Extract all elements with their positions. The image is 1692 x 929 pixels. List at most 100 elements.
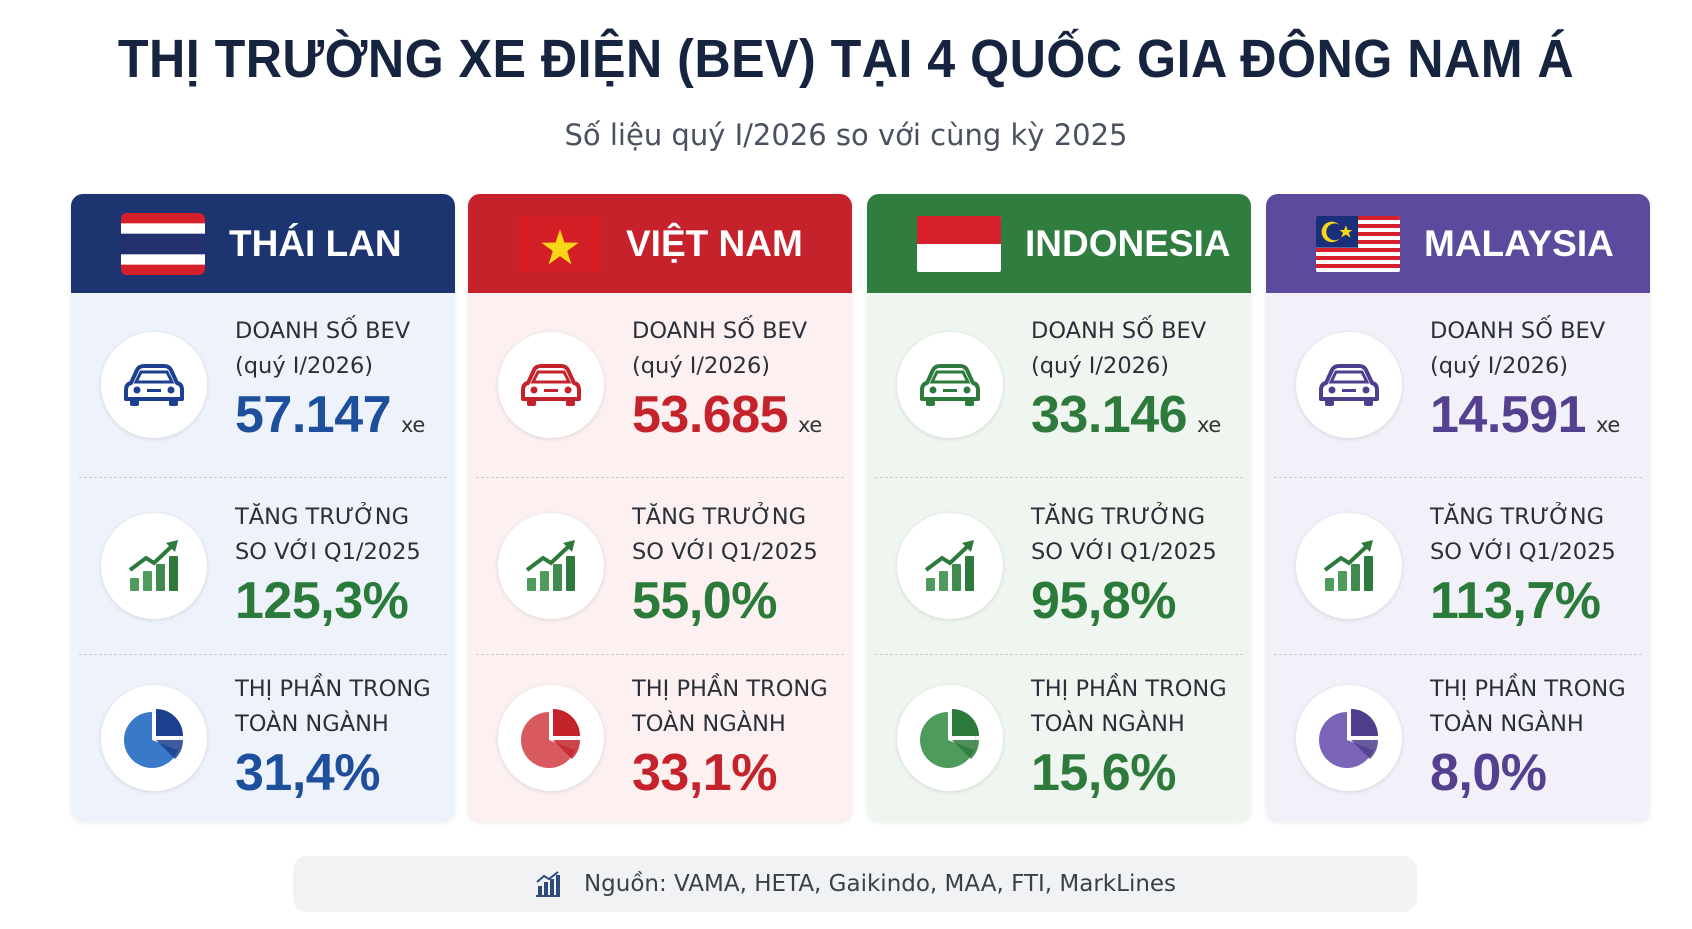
metric-label: SO VỚI Q1/2025 <box>632 539 818 565</box>
metric-icon <box>101 332 207 438</box>
country-card: INDONESIA DOANH SỐ BEV (quý I/2026) 33.146 x… <box>867 194 1251 822</box>
flag <box>917 215 1001 272</box>
metric-label: THỊ PHẦN TRONG <box>1430 676 1626 702</box>
metric-row: TĂNG TRƯỞNG SO VỚI Q1/2025 125,3% <box>79 477 447 654</box>
metric-label: DOANH SỐ BEV <box>1031 318 1207 344</box>
metric-number: 113,7% <box>1430 572 1601 630</box>
metric-row: THỊ PHẦN TRONG TOÀN NGÀNH 33,1% <box>476 654 844 821</box>
metric-label: (quý I/2026) <box>1430 353 1569 379</box>
metric-value: 14.591 xe <box>1430 384 1620 456</box>
source-bar: Nguồn: VAMA, HETA, Gaikindo, MAA, FTI, M… <box>293 856 1417 912</box>
metric-row: THỊ PHẦN TRONG TOÀN NGÀNH 15,6% <box>875 654 1243 821</box>
metric-value: 113,7% <box>1430 570 1616 632</box>
metric-icon <box>1296 685 1402 791</box>
metric-text: DOANH SỐ BEV (quý I/2026) 57.147 xe <box>235 314 425 456</box>
metric-value: 15,6% <box>1031 742 1227 804</box>
metric-value: 57.147 xe <box>235 384 425 456</box>
title: THỊ TRƯỜNG XE ĐIỆN (BEV) TẠI 4 QUỐC GIA … <box>117 29 1575 89</box>
metric-text: DOANH SỐ BEV (quý I/2026) 53.685 xe <box>632 314 822 456</box>
metric-label: SO VỚI Q1/2025 <box>1031 539 1217 565</box>
country-card: MALAYSIA DOANH SỐ BEV (quý I/2026) 14.591 xe… <box>1266 194 1650 822</box>
metric-text: THỊ PHẦN TRONG TOÀN NGÀNH 31,4% <box>235 672 431 804</box>
metric-number: 95,8% <box>1031 572 1176 630</box>
metric-number: 33,1% <box>632 744 777 802</box>
metric-unit: xe <box>1596 413 1620 437</box>
metric-number: 33.146 <box>1031 386 1188 444</box>
metric-value: 55,0% <box>632 570 818 632</box>
metric-value: 33.146 xe <box>1031 384 1221 456</box>
subtitle: Số liệu quý I/2026 so với cùng kỳ 2025 <box>564 118 1128 152</box>
flag <box>518 215 602 272</box>
metric-number: 15,6% <box>1031 744 1176 802</box>
metric-row: DOANH SỐ BEV (quý I/2026) 57.147 xe <box>79 293 447 477</box>
icon-graphic <box>1323 540 1373 591</box>
metric-label: TĂNG TRƯỞNG <box>1031 504 1206 530</box>
metric-icon <box>498 685 604 791</box>
metric-label: (quý I/2026) <box>632 353 771 379</box>
metric-unit: xe <box>798 413 822 437</box>
metric-label: TĂNG TRƯỞNG <box>1430 504 1605 530</box>
metric-icon <box>897 685 1003 791</box>
metric-row: DOANH SỐ BEV (quý I/2026) 53.685 xe <box>476 293 844 477</box>
metric-number: 57.147 <box>235 386 392 444</box>
country-name: VIỆT NAM <box>626 222 803 264</box>
metric-number: 55,0% <box>632 572 777 630</box>
metric-row: THỊ PHẦN TRONG TOÀN NGÀNH 8,0% <box>1274 654 1642 821</box>
country-card: THÁI LAN DOANH SỐ BEV (quý I/2026) 57.147 xe… <box>71 194 455 822</box>
metric-text: DOANH SỐ BEV (quý I/2026) 33.146 xe <box>1031 314 1221 456</box>
icon-graphic <box>124 709 183 768</box>
metric-text: THỊ PHẦN TRONG TOÀN NGÀNH 8,0% <box>1430 672 1626 804</box>
metric-row: TĂNG TRƯỞNG SO VỚI Q1/2025 55,0% <box>476 477 844 654</box>
metric-icon <box>101 513 207 619</box>
metric-row: THỊ PHẦN TRONG TOÀN NGÀNH 31,4% <box>79 654 447 821</box>
metric-text: DOANH SỐ BEV (quý I/2026) 14.591 xe <box>1430 314 1620 456</box>
icon-graphic <box>924 540 974 591</box>
metric-text: THỊ PHẦN TRONG TOÀN NGÀNH 33,1% <box>632 672 828 804</box>
country-name: INDONESIA <box>1025 222 1231 264</box>
country-name: THÁI LAN <box>229 222 402 264</box>
metric-icon <box>1296 332 1402 438</box>
country-card: VIỆT NAM DOANH SỐ BEV (quý I/2026) 53.685 xe… <box>468 194 852 822</box>
metric-label: SO VỚI Q1/2025 <box>1430 539 1616 565</box>
metric-label: THỊ PHẦN TRONG <box>235 676 431 702</box>
metric-text: TĂNG TRƯỞNG SO VỚI Q1/2025 125,3% <box>235 500 421 632</box>
metric-row: TĂNG TRƯỞNG SO VỚI Q1/2025 95,8% <box>875 477 1243 654</box>
icon-graphic <box>525 540 575 591</box>
metric-icon <box>897 513 1003 619</box>
metric-number: 31,4% <box>235 744 380 802</box>
card-header: MALAYSIA <box>1266 194 1650 293</box>
metric-icon <box>498 513 604 619</box>
metric-label: (quý I/2026) <box>235 353 374 379</box>
metric-label: (quý I/2026) <box>1031 353 1170 379</box>
metric-label: DOANH SỐ BEV <box>1430 318 1606 344</box>
metric-unit: xe <box>401 413 425 437</box>
metric-label: TĂNG TRƯỞNG <box>632 504 807 530</box>
metric-label: TOÀN NGÀNH <box>235 711 389 737</box>
icon-graphic <box>1319 364 1379 406</box>
metric-value: 95,8% <box>1031 570 1217 632</box>
metric-row: DOANH SỐ BEV (quý I/2026) 33.146 xe <box>875 293 1243 477</box>
metric-icon <box>1296 513 1402 619</box>
metric-label: TOÀN NGÀNH <box>1031 711 1185 737</box>
metric-label: TĂNG TRƯỞNG <box>235 504 410 530</box>
source-text: Nguồn: VAMA, HETA, Gaikindo, MAA, FTI, M… <box>583 871 1177 897</box>
icon-graphic <box>124 364 184 406</box>
metric-label: THỊ PHẦN TRONG <box>632 676 828 702</box>
icon-graphic <box>521 364 581 406</box>
metric-icon <box>897 332 1003 438</box>
metric-number: 8,0% <box>1430 744 1547 802</box>
metric-label: DOANH SỐ BEV <box>235 318 411 344</box>
flag <box>1316 215 1400 272</box>
metric-value: 53.685 xe <box>632 384 822 456</box>
metric-value: 31,4% <box>235 742 431 804</box>
metric-unit: xe <box>1197 413 1221 437</box>
icon-graphic <box>920 364 980 406</box>
metric-row: TĂNG TRƯỞNG SO VỚI Q1/2025 113,7% <box>1274 477 1642 654</box>
metric-label: SO VỚI Q1/2025 <box>235 539 421 565</box>
icon-graphic <box>920 709 979 768</box>
card-header: INDONESIA <box>867 194 1251 293</box>
metric-text: TĂNG TRƯỞNG SO VỚI Q1/2025 113,7% <box>1430 500 1616 632</box>
metric-row: DOANH SỐ BEV (quý I/2026) 14.591 xe <box>1274 293 1642 477</box>
source-icon <box>535 871 560 897</box>
metric-label: TOÀN NGÀNH <box>632 711 786 737</box>
